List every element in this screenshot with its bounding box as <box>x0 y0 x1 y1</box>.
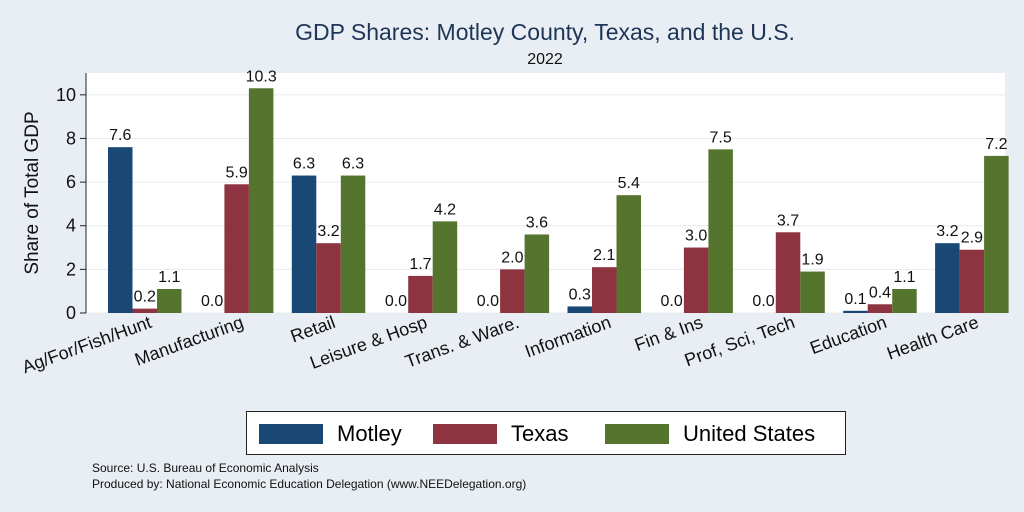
bar-united-states <box>157 289 182 313</box>
data-label: 0.3 <box>569 286 591 303</box>
y-tick-label: 2 <box>66 259 76 279</box>
data-label: 6.3 <box>342 156 364 173</box>
data-label: 1.1 <box>158 269 180 286</box>
data-label: 3.7 <box>777 212 799 229</box>
legend-label-motley: Motley <box>337 421 402 446</box>
data-label: 7.6 <box>109 127 131 144</box>
legend-label-texas: Texas <box>511 421 569 446</box>
y-tick-label: 10 <box>56 85 76 105</box>
data-label: 3.6 <box>526 214 548 231</box>
data-label: 3.0 <box>685 228 707 245</box>
bar-motley <box>843 310 868 313</box>
data-label: 3.2 <box>936 223 958 240</box>
data-label: 0.0 <box>477 293 499 310</box>
data-label: 2.1 <box>593 247 615 264</box>
bar-united-states <box>800 271 825 313</box>
chart-title: GDP Shares: Motley County, Texas, and th… <box>295 19 795 45</box>
data-label: 6.3 <box>293 156 315 173</box>
bar-united-states <box>892 289 917 313</box>
data-label: 0.1 <box>844 291 866 308</box>
bar-texas <box>775 232 801 313</box>
data-label: 0.0 <box>752 293 774 310</box>
bar-motley <box>935 243 960 313</box>
chart-subtitle: 2022 <box>527 51 563 68</box>
x-tick-label: Retail <box>288 312 338 347</box>
data-label: 1.9 <box>801 252 823 269</box>
bar-texas <box>959 249 985 313</box>
bar-texas <box>224 184 249 313</box>
bar-texas <box>867 304 893 313</box>
y-axis-label: Share of Total GDP <box>22 111 43 274</box>
bar-texas <box>132 308 157 313</box>
legend-swatch-motley <box>259 424 323 444</box>
y-tick-label: 8 <box>66 128 76 148</box>
bar-united-states <box>248 88 274 313</box>
producer-line: Produced by: National Economic Education… <box>92 477 527 491</box>
data-label: 7.5 <box>710 129 732 146</box>
x-tick-label: Education <box>807 312 889 358</box>
source-line: Source: U.S. Bureau of Economic Analysis <box>92 461 319 475</box>
bar-united-states <box>432 221 458 313</box>
y-tick-label: 0 <box>66 303 76 323</box>
data-label: 1.1 <box>893 269 915 286</box>
legend-swatch-united-states <box>605 424 669 444</box>
data-label: 2.9 <box>961 230 983 247</box>
x-tick-label: Information <box>522 312 613 362</box>
data-label: 10.3 <box>246 68 277 85</box>
bar-texas <box>408 275 433 313</box>
bar-texas <box>592 267 617 313</box>
bar-motley <box>108 147 133 313</box>
data-label: 3.2 <box>317 223 339 240</box>
data-label: 2.0 <box>501 249 523 266</box>
y-tick-label: 6 <box>66 172 76 192</box>
legend-swatch-texas <box>433 424 497 444</box>
bar-united-states <box>340 175 366 313</box>
data-label: 0.4 <box>869 284 891 301</box>
data-label: 4.2 <box>434 201 456 218</box>
data-label: 5.4 <box>618 175 640 192</box>
data-label: 5.9 <box>226 164 248 181</box>
bar-texas <box>500 269 525 313</box>
data-label: 0.0 <box>385 293 407 310</box>
x-tick-label: Health Care <box>884 312 981 364</box>
source-note: Source: U.S. Bureau of Economic Analysis… <box>92 460 526 492</box>
x-tick-label: Ag/For/Fish/Hunt <box>19 312 154 377</box>
bar-united-states <box>616 195 641 313</box>
legend: Motley Texas United States <box>246 411 846 455</box>
data-label: 1.7 <box>409 256 431 273</box>
y-tick-label: 4 <box>66 216 76 236</box>
bar-motley <box>291 175 317 313</box>
bar-motley <box>567 306 592 313</box>
data-label: 0.0 <box>201 293 223 310</box>
legend-label-united-states: United States <box>683 421 816 446</box>
data-label: 0.2 <box>134 289 156 306</box>
bar-united-states <box>524 234 550 313</box>
bar-united-states <box>708 149 733 313</box>
bar-texas <box>316 243 341 313</box>
bar-united-states <box>984 155 1009 313</box>
bar-texas <box>683 247 709 313</box>
data-label: 7.2 <box>985 136 1007 153</box>
data-label: 0.0 <box>661 293 683 310</box>
